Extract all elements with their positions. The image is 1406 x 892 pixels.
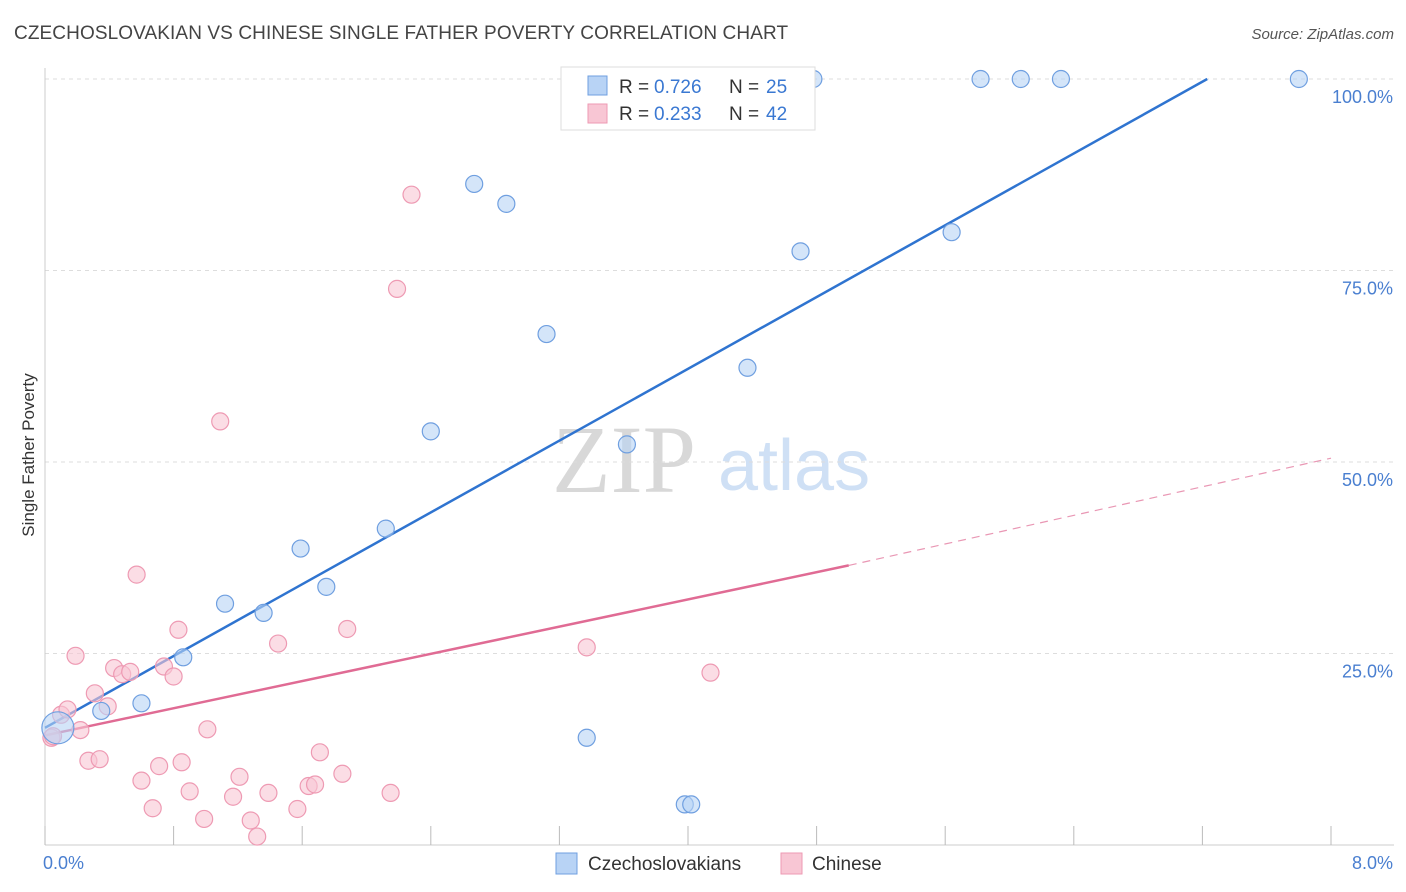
point-chinese-24[interactable]	[223, 787, 243, 806]
point-chinese-21[interactable]	[195, 809, 214, 829]
legend-n-label-chinese: N =	[729, 104, 759, 125]
point-chinese-7[interactable]	[90, 750, 109, 769]
point-chinese-37[interactable]	[387, 279, 407, 298]
watermark-zip: ZIP	[552, 406, 696, 513]
point-czechoslovakians-13[interactable]	[577, 728, 596, 747]
point-chinese-18[interactable]	[169, 620, 188, 639]
point-chinese-26[interactable]	[241, 811, 260, 830]
y-tick-label-50: 50.0%	[1342, 470, 1393, 490]
point-czechoslovakians-18[interactable]	[791, 242, 810, 261]
stats-legend: R = 0.726 N = 25 R = 0.233 N = 42	[560, 66, 816, 131]
legend-r-value-chinese: 0.233	[654, 104, 702, 125]
legend-r-label-chinese: R =	[619, 104, 649, 125]
point-czechoslovakians-16[interactable]	[682, 795, 701, 814]
bottom-legend-label-czechoslovakians[interactable]: Czechoslovakians	[588, 854, 741, 875]
point-czechoslovakians-0[interactable]	[41, 711, 75, 745]
axes	[44, 68, 1394, 846]
y-tick-label-75: 75.0%	[1342, 279, 1393, 299]
point-czechoslovakians-11[interactable]	[497, 194, 516, 213]
point-chinese-30[interactable]	[288, 799, 307, 819]
y-axis-label: Single Father Poverty	[19, 373, 38, 537]
point-chinese-22[interactable]	[198, 720, 217, 739]
point-chinese-33[interactable]	[310, 743, 329, 762]
point-czechoslovakians-10[interactable]	[465, 174, 484, 194]
point-chinese-28[interactable]	[259, 783, 278, 803]
chart-title: CZECHOSLOVAKIAN VS CHINESE SINGLE FATHER…	[14, 23, 788, 44]
series-legend: Czechoslovakians Chinese	[555, 852, 882, 875]
trend-line-czechoslovakians	[44, 77, 1208, 729]
tick-labels: 25.0% 50.0% 75.0% 100.0% 0.0% 8.0%	[43, 87, 1393, 873]
point-chinese-29[interactable]	[268, 634, 288, 653]
point-chinese-39[interactable]	[577, 638, 596, 657]
gridlines	[45, 78, 1394, 654]
point-czechoslovakians-9[interactable]	[421, 422, 440, 441]
data-points	[41, 69, 1308, 846]
point-czechoslovakians-3[interactable]	[174, 648, 193, 667]
legend-n-value-czechoslovakians: 25	[766, 77, 787, 98]
bottom-legend-swatch-chinese[interactable]	[780, 852, 803, 875]
point-chinese-23[interactable]	[211, 412, 230, 431]
point-chinese-3[interactable]	[66, 646, 85, 665]
legend-r-value-czechoslovakians: 0.726	[654, 77, 702, 98]
legend-r-label-czechoslovakians: R =	[619, 77, 649, 98]
point-chinese-6[interactable]	[85, 684, 104, 703]
y-tick-label-25: 25.0%	[1342, 662, 1393, 682]
point-chinese-14[interactable]	[143, 799, 162, 818]
legend-n-label-czechoslovakians: N =	[729, 77, 759, 98]
point-czechoslovakians-6[interactable]	[291, 539, 310, 558]
legend-n-value-chinese: 42	[766, 104, 787, 125]
point-czechoslovakians-4[interactable]	[215, 594, 235, 613]
point-czechoslovakians-7[interactable]	[317, 577, 336, 596]
point-chinese-17[interactable]	[164, 667, 183, 686]
point-czechoslovakians-21[interactable]	[971, 69, 990, 89]
legend-swatch-czechoslovakians	[587, 75, 608, 96]
point-chinese-36[interactable]	[381, 783, 400, 803]
point-chinese-35[interactable]	[338, 619, 357, 639]
point-chinese-38[interactable]	[402, 185, 421, 204]
point-chinese-27[interactable]	[248, 827, 267, 846]
point-chinese-19[interactable]	[172, 753, 191, 772]
x-tick-label-right: 8.0%	[1352, 853, 1393, 873]
legend-swatch-chinese	[587, 103, 608, 124]
point-czechoslovakians-5[interactable]	[254, 603, 273, 623]
x-tick-label-left: 0.0%	[43, 853, 84, 873]
point-czechoslovakians-22[interactable]	[1011, 69, 1030, 89]
point-chinese-12[interactable]	[127, 565, 146, 584]
point-czechoslovakians-12[interactable]	[537, 324, 556, 344]
point-chinese-25[interactable]	[230, 767, 249, 786]
trend-line-extension-chinese	[848, 457, 1332, 566]
point-chinese-15[interactable]	[150, 757, 169, 776]
point-czechoslovakians-20[interactable]	[942, 223, 961, 242]
bottom-legend-swatch-czechoslovakians[interactable]	[555, 852, 578, 875]
point-chinese-13[interactable]	[132, 771, 151, 790]
trend-line-chinese	[44, 564, 850, 737]
trend-lines	[44, 77, 1332, 737]
point-czechoslovakians-1[interactable]	[92, 701, 111, 721]
watermark-atlas: atlas	[718, 426, 870, 506]
point-chinese-34[interactable]	[333, 764, 352, 783]
point-chinese-4[interactable]	[71, 720, 90, 740]
y-tick-label-100: 100.0%	[1332, 87, 1393, 107]
bottom-legend-label-chinese[interactable]: Chinese	[812, 854, 882, 875]
point-chinese-20[interactable]	[180, 782, 199, 801]
point-czechoslovakians-24[interactable]	[1289, 69, 1308, 89]
point-czechoslovakians-14[interactable]	[617, 435, 637, 454]
point-czechoslovakians-2[interactable]	[132, 694, 151, 713]
point-chinese-40[interactable]	[701, 663, 720, 682]
point-chinese-11[interactable]	[121, 662, 140, 681]
source-label: Source: ZipAtlas.com	[1251, 26, 1394, 43]
point-czechoslovakians-8[interactable]	[376, 519, 395, 538]
point-czechoslovakians-23[interactable]	[1051, 69, 1071, 89]
point-chinese-32[interactable]	[305, 775, 325, 794]
watermark: ZIP atlas	[552, 406, 870, 513]
point-czechoslovakians-17[interactable]	[738, 358, 757, 377]
